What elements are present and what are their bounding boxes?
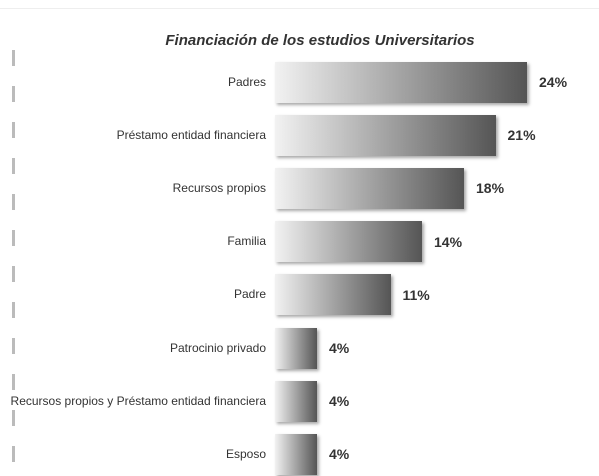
category-label: Familia bbox=[227, 234, 266, 249]
left-dash bbox=[12, 338, 15, 354]
left-dash bbox=[12, 410, 15, 426]
left-dash bbox=[12, 158, 15, 174]
bar bbox=[275, 114, 496, 156]
bar bbox=[275, 167, 464, 209]
bar bbox=[275, 61, 527, 103]
bar bbox=[275, 380, 317, 422]
category-label: Recursos propios y Préstamo entidad fina… bbox=[10, 393, 266, 408]
bar bbox=[275, 327, 317, 369]
left-dash bbox=[12, 122, 15, 138]
category-label: Recursos propios bbox=[172, 180, 266, 195]
value-label: 4% bbox=[329, 446, 350, 463]
value-label: 4% bbox=[329, 340, 350, 356]
bar bbox=[275, 433, 317, 475]
chart-title: Financiación de los estudios Universitar… bbox=[165, 32, 475, 49]
value-label: 14% bbox=[434, 233, 463, 250]
left-dash bbox=[12, 266, 15, 282]
value-label: 4% bbox=[329, 393, 350, 410]
top-rule bbox=[0, 8, 599, 9]
category-label: Esposo bbox=[225, 446, 266, 461]
bar bbox=[275, 221, 422, 263]
value-label: 11% bbox=[402, 286, 430, 303]
left-dash bbox=[12, 374, 15, 390]
bar bbox=[275, 274, 391, 316]
left-dash bbox=[12, 50, 15, 66]
category-label: Patrocinio privado bbox=[169, 340, 266, 355]
value-label: 24% bbox=[539, 74, 568, 90]
category-label: Préstamo entidad financiera bbox=[116, 127, 266, 142]
value-label: 18% bbox=[476, 180, 505, 197]
value-label: 21% bbox=[507, 127, 536, 144]
category-label: Padre bbox=[233, 287, 266, 302]
left-dash bbox=[12, 194, 15, 210]
left-dash bbox=[12, 302, 15, 318]
left-dash bbox=[12, 86, 15, 102]
left-dash bbox=[12, 230, 15, 246]
left-dash bbox=[12, 446, 15, 462]
category-label: Padres bbox=[227, 74, 266, 89]
